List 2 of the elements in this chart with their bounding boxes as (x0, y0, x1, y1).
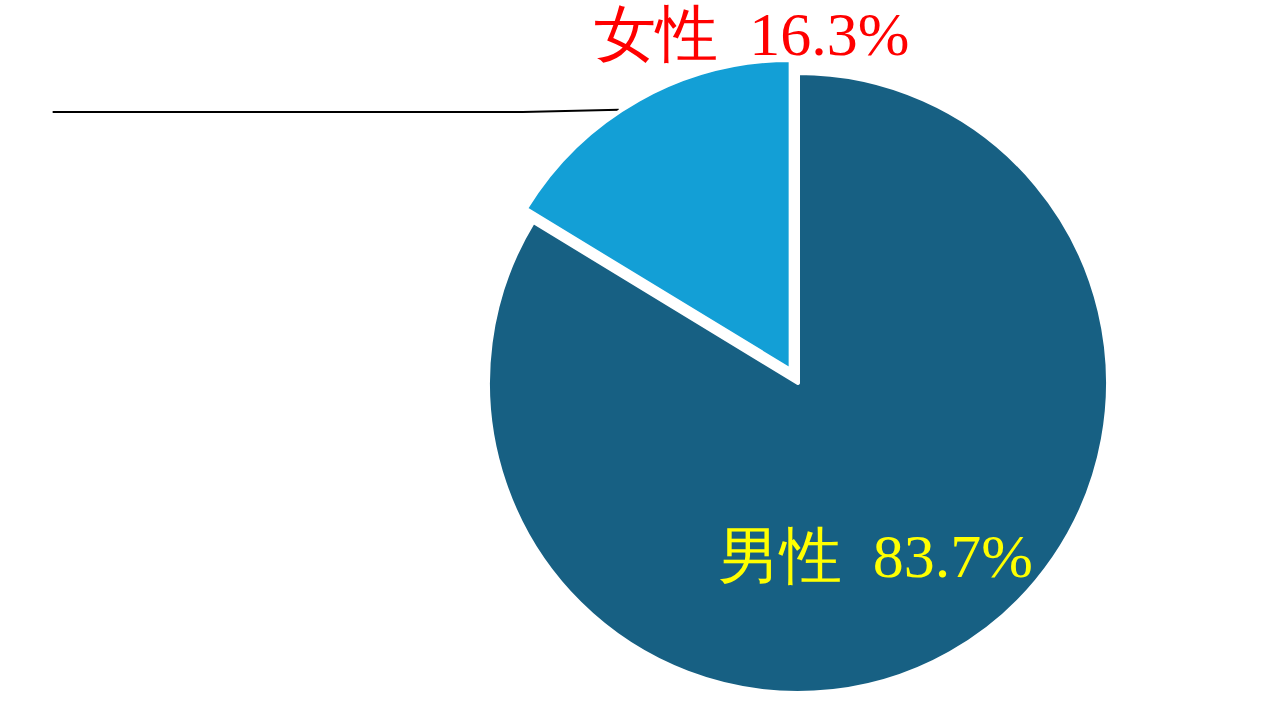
slice-label: 女性 16.3% (594, 0, 910, 68)
slice-label: 男性 83.7% (717, 521, 1033, 590)
